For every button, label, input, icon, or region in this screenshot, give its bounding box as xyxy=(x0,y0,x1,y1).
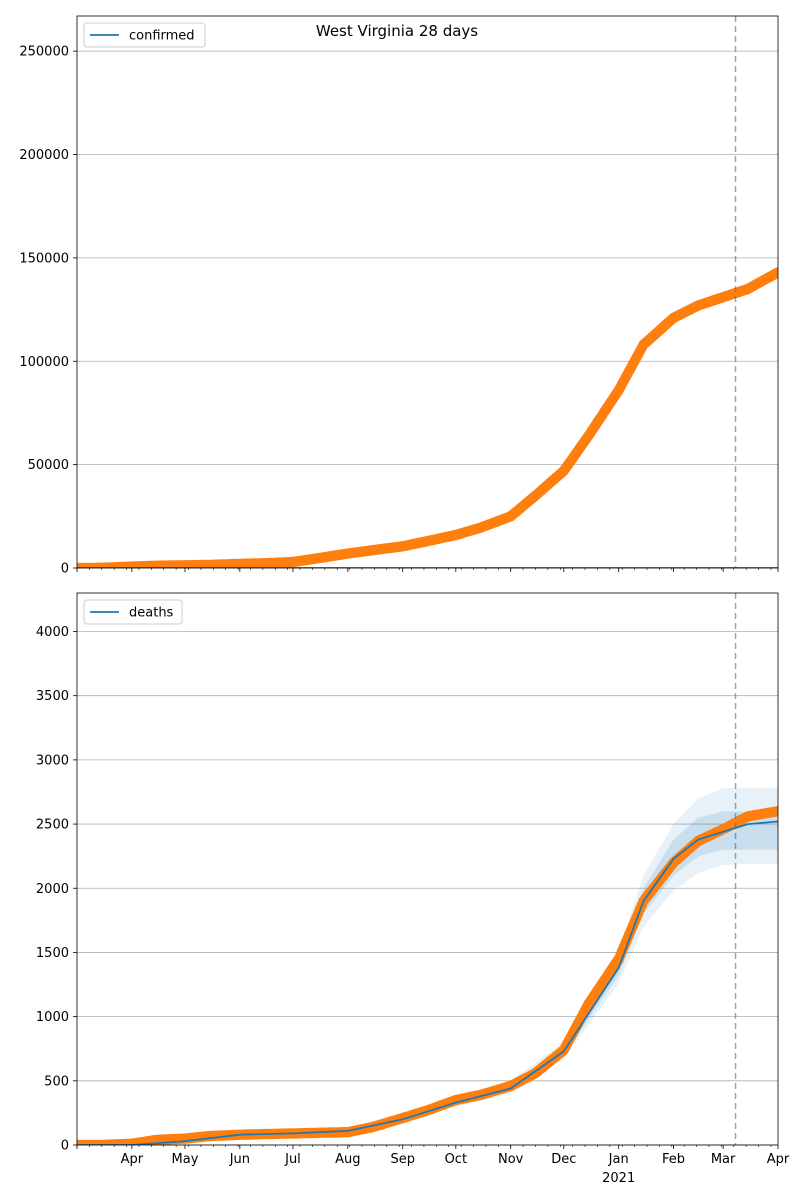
y-tick-label: 3000 xyxy=(36,753,69,768)
x-tick-label: Jan xyxy=(608,1152,629,1167)
y-tick-label: 1000 xyxy=(36,1010,69,1025)
x-tick-label: May xyxy=(172,1152,199,1167)
x-tick-label: Apr xyxy=(767,1152,790,1167)
y-tick-label: 150000 xyxy=(19,251,69,266)
forecast-band-inner xyxy=(77,811,778,1145)
y-tick-label: 250000 xyxy=(19,45,69,60)
axes-frame xyxy=(76,592,779,1146)
x-tick-label: Jul xyxy=(284,1152,301,1167)
y-tick-label: 2000 xyxy=(36,882,69,897)
y-tick-label: 1500 xyxy=(36,946,69,961)
x-tick-label: Nov xyxy=(498,1152,524,1167)
x-tick-label: Mar xyxy=(711,1152,736,1167)
y-tick-label: 100000 xyxy=(19,355,69,370)
x-tick-label: Oct xyxy=(445,1152,467,1167)
y-tick-label: 4000 xyxy=(36,625,69,640)
axes-frame xyxy=(76,15,779,569)
plot-area xyxy=(77,788,778,1145)
x-tick-label: Aug xyxy=(335,1152,360,1167)
y-tick-label: 50000 xyxy=(28,458,69,473)
x-tick-label: Apr xyxy=(121,1152,144,1167)
x-tick-label: Jun xyxy=(229,1152,250,1167)
observed-markers xyxy=(77,267,778,568)
legend-box xyxy=(83,22,206,48)
x-tick-label: Feb xyxy=(662,1152,685,1167)
x-year-label: 2021 xyxy=(602,1171,635,1186)
chart-title: West Virginia 28 days xyxy=(316,22,478,40)
y-tick-label: 0 xyxy=(61,1139,69,1154)
x-tick-label: Sep xyxy=(390,1152,415,1167)
legend-label: confirmed xyxy=(129,29,195,44)
y-tick-label: 3500 xyxy=(36,689,69,704)
series-line-deaths xyxy=(77,820,778,1145)
y-tick-label: 0 xyxy=(61,562,69,577)
x-tick-label: Dec xyxy=(551,1152,576,1167)
legend-box xyxy=(83,599,183,625)
forecast-band-outer xyxy=(77,788,778,1145)
y-tick-label: 200000 xyxy=(19,148,69,163)
deaths-chart-panel: 0 500 1000 1500 2000 2500 3000 3500 4000 Apr May Ju… xyxy=(36,592,790,1186)
y-tick-label: 500 xyxy=(44,1074,69,1089)
confirmed-chart-panel: 0 50000 100000 150000 200000 250000 West Virgi… xyxy=(19,15,779,577)
observed-point xyxy=(772,267,778,278)
plot-area xyxy=(77,267,778,568)
y-tick-label: 2500 xyxy=(36,818,69,833)
legend-label: deaths xyxy=(129,606,174,621)
observed-point xyxy=(772,806,778,817)
